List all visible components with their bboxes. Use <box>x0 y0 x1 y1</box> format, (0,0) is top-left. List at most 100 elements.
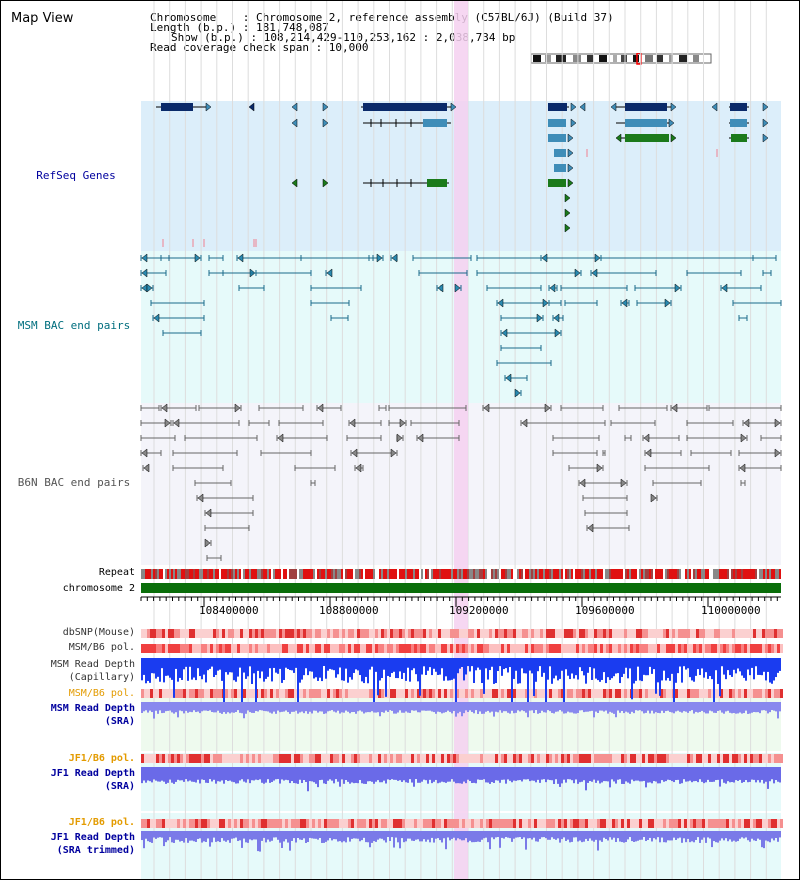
dbsnp-heat <box>447 629 450 638</box>
msm-sra-depth <box>663 702 665 713</box>
repeat-bar <box>183 569 185 579</box>
repeat-bar <box>431 569 433 579</box>
msm-capillary-depth <box>299 658 301 683</box>
msm-sra-depth <box>515 702 517 713</box>
gene-arrow <box>173 418 180 428</box>
msm-sra-depth <box>765 702 767 711</box>
msm-capillary-depth <box>687 658 689 669</box>
msm-sra-depth <box>467 702 469 713</box>
jf1-pol-heat <box>402 754 405 763</box>
dbsnp-heat <box>747 629 750 638</box>
msm-capillary-depth <box>469 658 471 672</box>
msm-pol-heat <box>384 644 387 653</box>
msm-capillary-depth <box>347 658 349 683</box>
dbsnp-heat <box>723 629 726 638</box>
jf1-pol-heat <box>564 754 567 763</box>
jf1-trim-depth <box>333 831 335 840</box>
jf1-sra-depth <box>549 767 551 781</box>
msm-sra-depth <box>665 702 667 712</box>
repeat-bar <box>583 569 585 579</box>
jf1-pol-heat <box>612 754 615 763</box>
jf1-trim-depth <box>567 831 569 840</box>
track-label-refseq[interactable]: RefSeq Genes <box>36 169 116 182</box>
jf1-pol-heat-2 <box>582 819 585 828</box>
repeat-bar <box>673 569 675 579</box>
jf1-pol-heat <box>153 754 156 763</box>
msm-capillary-depth <box>153 658 155 674</box>
msm-sra-depth <box>595 702 597 712</box>
msm-capillary-depth <box>651 658 653 674</box>
msm-pol-heat-2 <box>618 689 621 698</box>
msm-sra-depth <box>375 702 377 713</box>
jf1-sra-depth <box>697 767 699 783</box>
repeat-bar <box>281 569 283 579</box>
gene-arrow <box>621 298 628 308</box>
msm-sra-depth <box>681 702 683 713</box>
msm-capillary-depth <box>557 658 559 681</box>
dbsnp-heat <box>258 629 261 638</box>
msm-pol-heat-2 <box>627 689 630 698</box>
gene-arrow <box>326 268 333 278</box>
msm-sra-depth <box>303 702 305 714</box>
msm-pol-heat-2 <box>477 689 480 698</box>
msm-pol-heat <box>714 644 717 653</box>
msm-sra-depth <box>737 702 739 714</box>
msm-capillary-depth <box>561 658 563 671</box>
jf1-pol-heat-2 <box>774 819 777 828</box>
msm-pol-heat <box>306 644 309 653</box>
track-label-msm-bac[interactable]: MSM BAC end pairs <box>17 319 131 332</box>
jf1-trim-depth <box>411 831 413 841</box>
jf1-trim-depth <box>299 831 301 840</box>
msm-pol-heat <box>231 644 234 653</box>
jf1-pol-heat <box>282 754 285 763</box>
jf1-trim-depth <box>741 831 743 838</box>
repeat-bar <box>513 569 515 579</box>
chromosome-ideogram[interactable] <box>529 53 715 65</box>
dbsnp-heat <box>225 629 228 638</box>
jf1-pol-heat-2 <box>384 819 387 828</box>
jf1-pol-heat-2 <box>750 819 753 828</box>
jf1-sra-depth <box>469 767 471 782</box>
jf1-pol-heat <box>333 754 336 763</box>
track-label-b6n-bac[interactable]: B6N BAC end pairs <box>17 476 131 489</box>
repeat-bar <box>471 569 473 579</box>
jf1-pol-heat <box>696 754 699 763</box>
jf1-pol-heat <box>495 754 498 763</box>
msm-pol-heat <box>756 644 759 653</box>
msm-pol-heat-2 <box>324 689 327 698</box>
msm-capillary-depth <box>667 658 669 678</box>
msm-pol-heat <box>372 644 375 653</box>
msm-capillary-depth <box>477 658 479 668</box>
msm-sra-depth <box>537 702 539 714</box>
msm-pol-heat <box>537 644 540 653</box>
msm-sra-depth <box>479 702 481 712</box>
msm-pol-heat-2 <box>312 689 315 698</box>
msm-sra-depth <box>569 702 571 713</box>
repeat-bar <box>251 569 253 579</box>
jf1-trim-depth <box>471 831 473 843</box>
repeat-bar <box>369 569 371 579</box>
msm-sra-depth <box>555 702 557 712</box>
msm-pol-heat-2 <box>288 689 291 698</box>
msm-capillary-depth <box>489 658 491 671</box>
jf1-trim-depth <box>623 831 625 843</box>
jf1-pol-heat <box>258 754 261 763</box>
msm-sra-depth <box>605 702 607 711</box>
jf1-pol-heat-2 <box>276 819 279 828</box>
msm-capillary-depth <box>537 658 539 672</box>
msm-sra-depth <box>517 702 519 711</box>
msm-capillary-depth <box>383 658 385 670</box>
msm-sra-depth <box>253 702 255 713</box>
dbsnp-heat <box>648 629 651 638</box>
jf1-sra-depth <box>313 767 315 783</box>
msm-sra-depth <box>429 702 431 711</box>
msm-pol-heat-2 <box>438 689 441 698</box>
jf1-sra-depth <box>731 767 733 783</box>
msm-pol-heat-2 <box>651 689 654 698</box>
jf1-pol-heat <box>567 754 570 763</box>
dbsnp-heat <box>495 629 498 638</box>
msm-capillary-depth <box>201 658 203 680</box>
repeat-bar <box>423 569 425 579</box>
jf1-trim-depth <box>753 831 755 841</box>
